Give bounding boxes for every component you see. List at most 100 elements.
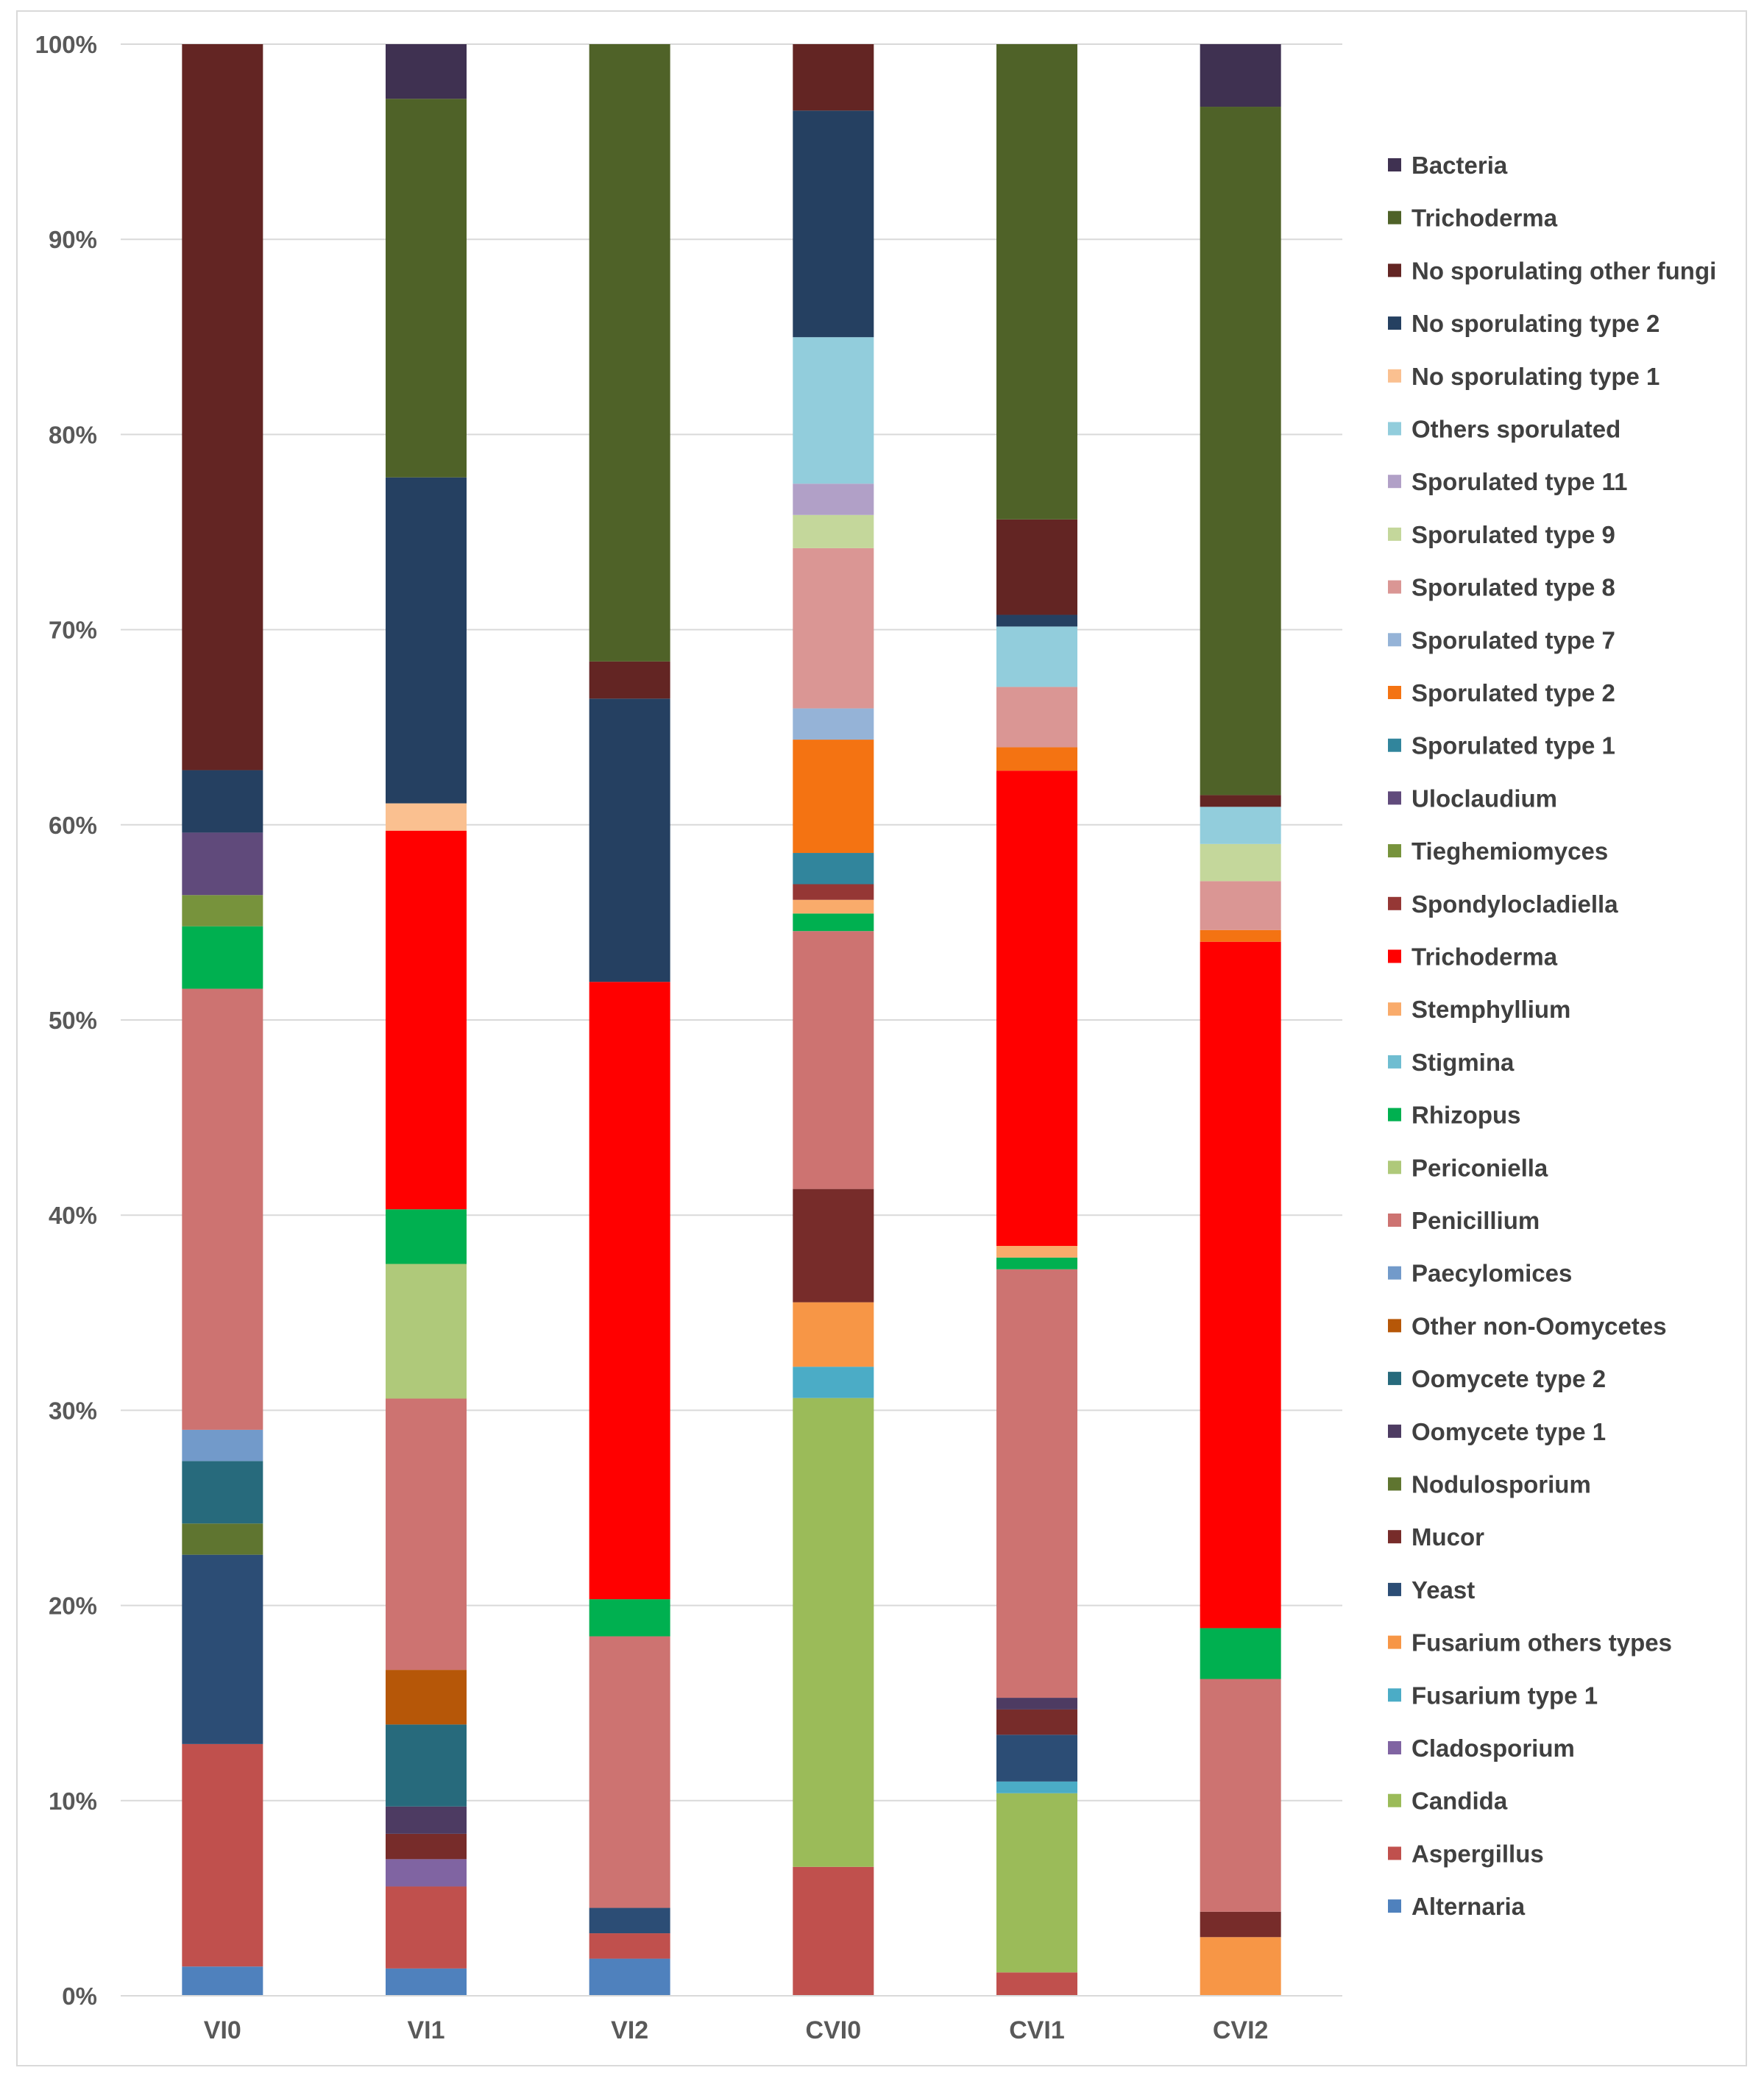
bar-segment [793, 913, 874, 932]
legend-label: No sporulating other fungi [1411, 257, 1716, 284]
bar-segment [386, 99, 467, 478]
legend-entry: Paecylomices [1388, 1260, 1572, 1287]
bar-segment [386, 1209, 467, 1264]
legend-swatch [1388, 1688, 1401, 1702]
bar-segment [386, 1670, 467, 1725]
bars [182, 44, 1281, 1996]
legend-label: Stemphyllium [1411, 996, 1570, 1023]
legend-entry: Sporulated type 9 [1388, 521, 1615, 548]
bar-segment [386, 44, 467, 99]
y-tick-label: 20% [49, 1593, 97, 1620]
bar-segment [182, 895, 263, 927]
bar-segment [589, 1636, 670, 1908]
bar-segment [182, 1461, 263, 1524]
legend-entry: Sporulated type 2 [1388, 679, 1615, 706]
legend-label: Trichoderma [1411, 205, 1558, 232]
legend-swatch [1388, 1161, 1401, 1175]
legend-swatch [1388, 949, 1401, 963]
legend-entry: No sporulating type 1 [1388, 363, 1659, 390]
bar-segment [386, 803, 467, 831]
bar-segment [589, 661, 670, 699]
legend-label: Sporulated type 2 [1411, 679, 1615, 706]
stacked-bar-chart: 0% 10% 20% 30% 40% 50% 60% 70% 80% 90% 100% VI0 VI1 V… [35, 31, 1717, 2044]
legend-swatch [1388, 1266, 1401, 1280]
legend-entry: Other non-Oomycetes [1388, 1312, 1667, 1339]
legend-swatch [1388, 158, 1401, 171]
bar-segment [996, 747, 1077, 771]
legend-swatch [1388, 896, 1401, 910]
legend-entry: Trichoderma [1388, 205, 1558, 232]
legend-label: Rhizopus [1411, 1102, 1520, 1129]
bar-segment [589, 698, 670, 982]
legend-entry: Rhizopus [1388, 1102, 1520, 1129]
legend-swatch [1388, 1530, 1401, 1544]
bar-segment [793, 899, 874, 914]
bar-segment [182, 1523, 263, 1555]
bar-segment [386, 1968, 467, 1996]
bar-segment [182, 770, 263, 833]
legend-swatch [1388, 1108, 1401, 1122]
bar-segment [182, 926, 263, 989]
bar-segment [793, 853, 874, 885]
y-tick-label: 80% [49, 421, 97, 448]
bar-segment [996, 1246, 1077, 1258]
legend-swatch [1388, 1002, 1401, 1016]
bar-segment [996, 44, 1077, 520]
bar-segment [182, 1743, 263, 1967]
bar-segment [793, 740, 874, 854]
legend-label: Tieghemiomyces [1411, 837, 1608, 865]
bar-segment [182, 1429, 263, 1462]
x-category-label: VI1 [407, 2016, 444, 2044]
legend-entry: Others sporulated [1388, 416, 1620, 443]
bar-segment [589, 1958, 670, 1996]
legend-entry: Candida [1388, 1788, 1508, 1815]
x-category-label: CVI2 [1213, 2016, 1269, 2044]
legend-entry: Fusarium type 1 [1388, 1682, 1598, 1709]
bar-segment [793, 931, 874, 1189]
legend-swatch [1388, 1582, 1401, 1596]
x-category-label: VI0 [204, 2016, 241, 2044]
legend-entry: Sporulated type 11 [1388, 468, 1627, 495]
bar-segment [182, 44, 263, 770]
legend-swatch [1388, 633, 1401, 647]
bar-segment [793, 708, 874, 740]
legend-swatch [1388, 316, 1401, 330]
legend-label: Uloclaudium [1411, 784, 1557, 812]
bar-segment [386, 1806, 467, 1834]
bar-segment [589, 44, 670, 662]
bar-segment [589, 1933, 670, 1959]
bar-segment [182, 1966, 263, 1996]
bar-segment [793, 1397, 874, 1867]
bar-segment [793, 483, 874, 515]
legend-label: Candida [1411, 1788, 1508, 1815]
legend-swatch [1388, 1424, 1401, 1438]
y-tick-label: 90% [49, 226, 97, 253]
legend-label: Sporulated type 9 [1411, 521, 1615, 548]
legend-label: Alternaria [1411, 1893, 1526, 1920]
bar-segment [386, 477, 467, 804]
legend-swatch [1388, 1793, 1401, 1807]
legend-entry: Periconiella [1388, 1154, 1548, 1181]
legend-label: Other non-Oomycetes [1411, 1312, 1667, 1339]
bar-segment [996, 1257, 1077, 1269]
y-tick-label: 60% [49, 812, 97, 839]
y-tick-label: 10% [49, 1788, 97, 1815]
legend-label: Nodulosporium [1411, 1471, 1591, 1498]
bar-segment [996, 687, 1077, 748]
legend-entry: Alternaria [1388, 1893, 1526, 1920]
bar-segment [589, 1599, 670, 1637]
legend-entry: Oomycete type 1 [1388, 1418, 1606, 1445]
legend-label: Oomycete type 1 [1411, 1418, 1606, 1445]
legend-swatch [1388, 791, 1401, 805]
legend-label: Paecylomices [1411, 1260, 1572, 1287]
bar-segment [1200, 1679, 1281, 1912]
legend-entry: Stemphyllium [1388, 996, 1570, 1023]
bar-segment [386, 1886, 467, 1969]
y-tick-label: 100% [35, 31, 97, 58]
legend-label: Others sporulated [1411, 416, 1620, 443]
legend-entry: Uloclaudium [1388, 784, 1557, 812]
bar-segment [793, 1866, 874, 1996]
bar-segment [182, 988, 263, 1430]
bar-segment [1200, 1937, 1281, 1996]
legend-label: Fusarium others types [1411, 1629, 1672, 1657]
